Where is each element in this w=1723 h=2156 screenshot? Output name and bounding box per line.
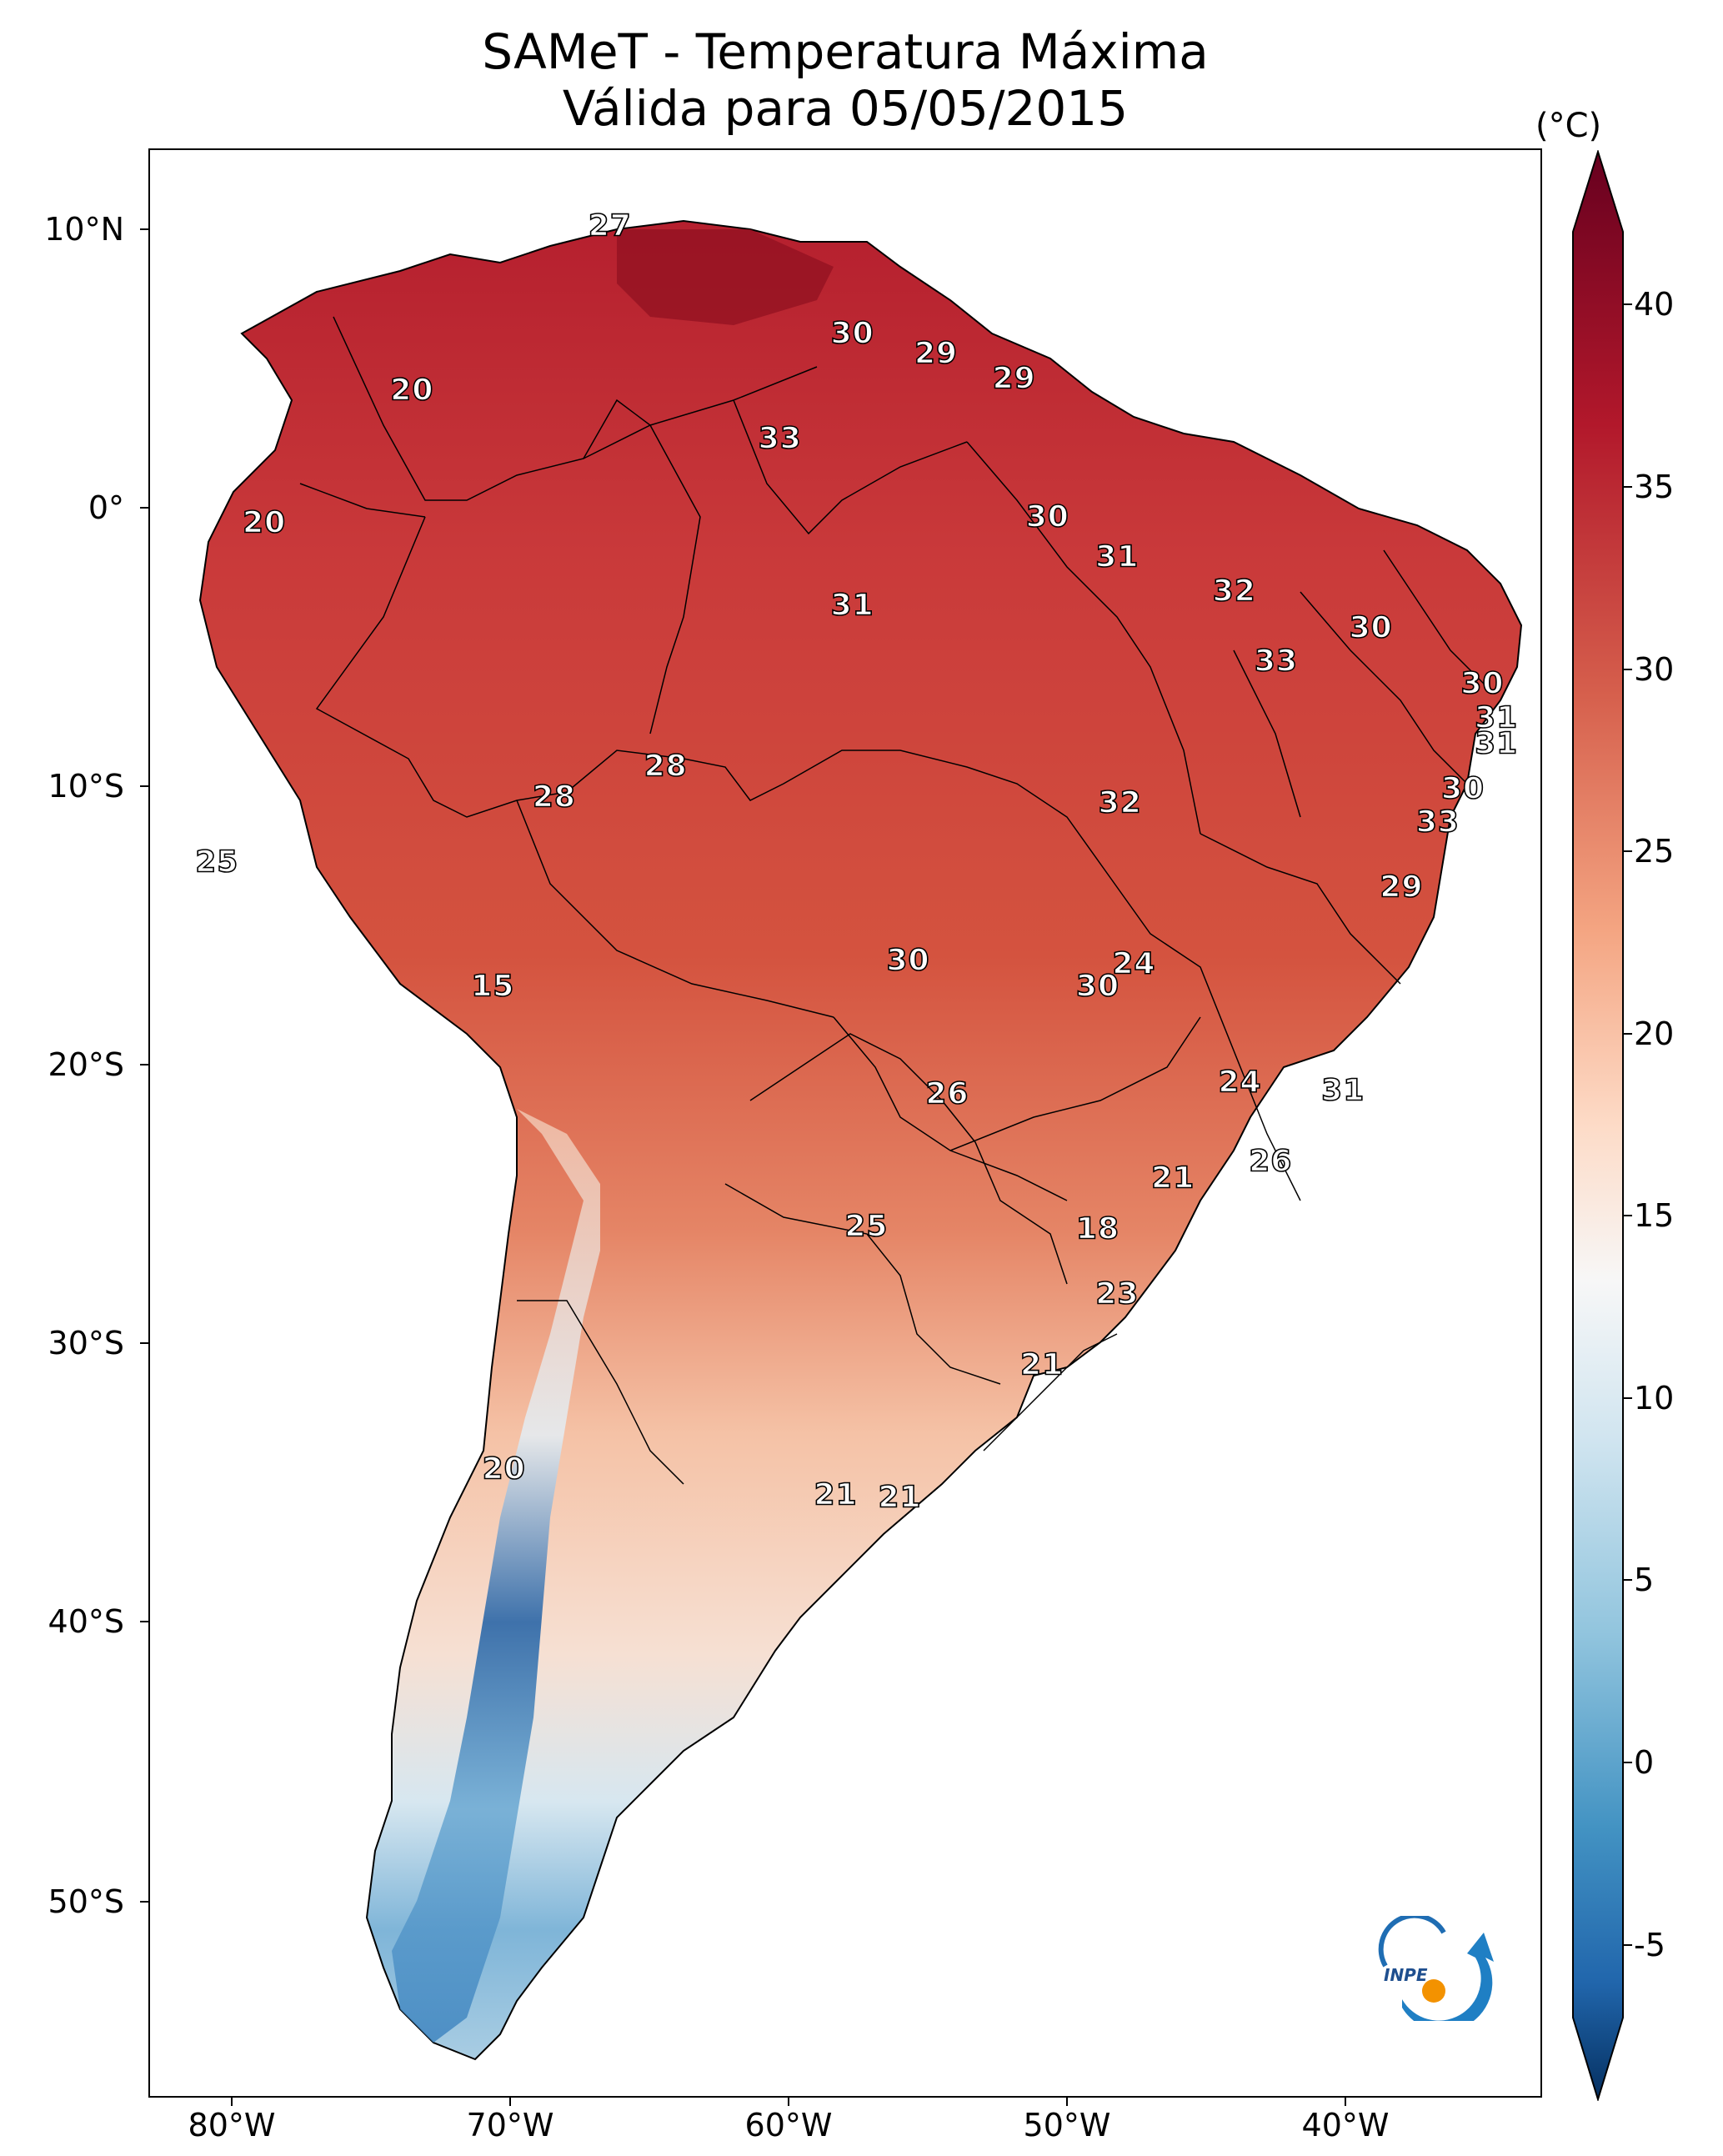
colorbar <box>1572 150 1624 2101</box>
x-tick-label: 50°W <box>1023 2107 1111 2143</box>
colorbar-tick-label: 0 <box>1634 1744 1655 1781</box>
y-tick-label: 20°S <box>48 1046 124 1083</box>
contour-label: 18 <box>1075 1211 1120 1247</box>
x-tick-label: 80°W <box>188 2107 276 2143</box>
x-tick-label: 40°W <box>1301 2107 1390 2143</box>
contour-label: 21 <box>1019 1347 1064 1383</box>
contour-label: 24 <box>1112 946 1156 982</box>
y-tick-label: 50°S <box>48 1883 124 1920</box>
contour-label: 23 <box>1095 1276 1139 1312</box>
contour-label: 25 <box>844 1209 889 1245</box>
contour-label: 25 <box>194 845 239 880</box>
colorbar-tick-label: 40 <box>1634 286 1675 323</box>
contour-label: 20 <box>482 1452 526 1487</box>
contour-label: 28 <box>532 780 576 815</box>
south-america-land <box>198 219 1523 2061</box>
colorbar-tick-label: 5 <box>1634 1562 1655 1599</box>
colorbar-tick-label: 30 <box>1634 650 1675 688</box>
contour-label: 29 <box>1380 870 1424 905</box>
country-borders <box>299 316 1485 1485</box>
contour-label: 24 <box>1218 1065 1262 1101</box>
colorbar-tick-label: 20 <box>1634 1015 1675 1052</box>
inpe-logo: INPE <box>1378 1916 1494 2021</box>
contour-label: 31 <box>1474 725 1519 761</box>
contour-label: 27 <box>588 208 632 244</box>
x-tick-label: 60°W <box>744 2107 833 2143</box>
contour-label: 32 <box>1098 785 1142 820</box>
contour-label: 29 <box>992 361 1036 397</box>
colorbar-tick-label: 10 <box>1634 1379 1675 1416</box>
colorbar-tick-label: 15 <box>1634 1197 1675 1235</box>
contour-label: 31 <box>830 587 874 623</box>
contour-label: 30 <box>830 316 874 352</box>
contour-label: 28 <box>644 748 688 784</box>
chart-title: SAMeT - Temperatura Máxima <box>482 23 1209 80</box>
contour-label: 33 <box>1254 644 1299 679</box>
contour-label: 26 <box>925 1075 969 1111</box>
contour-label: 33 <box>758 420 802 456</box>
contour-label: 20 <box>242 505 287 541</box>
map-plot-area: 27 30 29 29 20 33 20 30 31 32 31 30 33 30 31 31 28 28 30 32… <box>148 148 1542 2098</box>
contour-label: 31 <box>1095 539 1139 575</box>
y-tick-label: 10°N <box>44 211 124 248</box>
temperature-map <box>198 219 1523 2061</box>
contour-label: 21 <box>1150 1161 1195 1196</box>
contour-label: 20 <box>389 373 434 409</box>
logo-text: INPE <box>1384 1965 1428 1985</box>
contour-label: 30 <box>1460 666 1505 702</box>
contour-label: 26 <box>1248 1144 1293 1180</box>
colorbar-tick-label: 25 <box>1634 833 1675 870</box>
contour-label: 29 <box>914 336 959 372</box>
contour-label: 31 <box>1320 1073 1365 1109</box>
colorbar-tick-label: 35 <box>1634 469 1675 505</box>
colorbar-units: (°C) <box>1535 107 1602 145</box>
contour-label: 30 <box>886 943 930 979</box>
contour-label: 15 <box>470 969 515 1005</box>
chart-subtitle: Válida para 05/05/2015 <box>562 80 1129 137</box>
y-tick-label: 10°S <box>48 768 124 805</box>
colorbar-tick-label: -5 <box>1634 1926 1665 1963</box>
y-tick-label: 0° <box>88 489 124 526</box>
x-tick-label: 70°W <box>466 2107 554 2143</box>
y-tick-label: 40°S <box>48 1603 124 1640</box>
contour-label: 32 <box>1212 573 1256 609</box>
contour-label: 30 <box>1349 609 1393 645</box>
y-tick-label: 30°S <box>48 1325 124 1361</box>
contour-label: 30 <box>1440 770 1485 806</box>
contour-label: 31 <box>1474 700 1519 736</box>
contour-label: 21 <box>878 1480 922 1516</box>
contour-label: 30 <box>1025 499 1069 535</box>
contour-label: 21 <box>814 1477 858 1513</box>
contour-label: 33 <box>1415 805 1460 840</box>
contour-label: 30 <box>1075 969 1120 1005</box>
